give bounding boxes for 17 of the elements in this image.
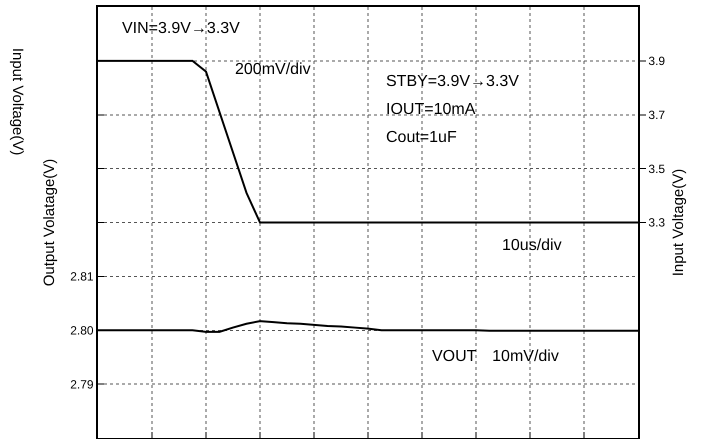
y-tick-label: 2.79 — [70, 377, 94, 392]
y-tick-label: 2.81 — [70, 270, 94, 284]
y2-tick-label: 3.9 — [648, 54, 666, 68]
y2-tick-label: 3.5 — [648, 162, 666, 176]
annotation: Cout=1uF — [386, 129, 457, 146]
y2-axis-title: Input Voltage(V) — [670, 168, 687, 276]
annotation: STBY=3.9V→3.3V — [386, 73, 520, 90]
annotation: VIN=3.9V→3.3V — [122, 20, 240, 37]
annotation: 200mV/div — [235, 61, 311, 78]
y2-tick-label: 3.3 — [648, 216, 666, 230]
y2-tick-label: 3.7 — [648, 108, 666, 122]
annotation: IOUT=10mA — [386, 101, 476, 118]
annotation: VOUT 10mV/div — [432, 348, 559, 365]
y-tick-label: 2.80 — [70, 323, 94, 338]
annotation: 10us/div — [502, 237, 562, 254]
text: Input Voltage(V) — [8, 48, 26, 156]
y-axis-title: Output Volatage(V) — [40, 158, 58, 286]
